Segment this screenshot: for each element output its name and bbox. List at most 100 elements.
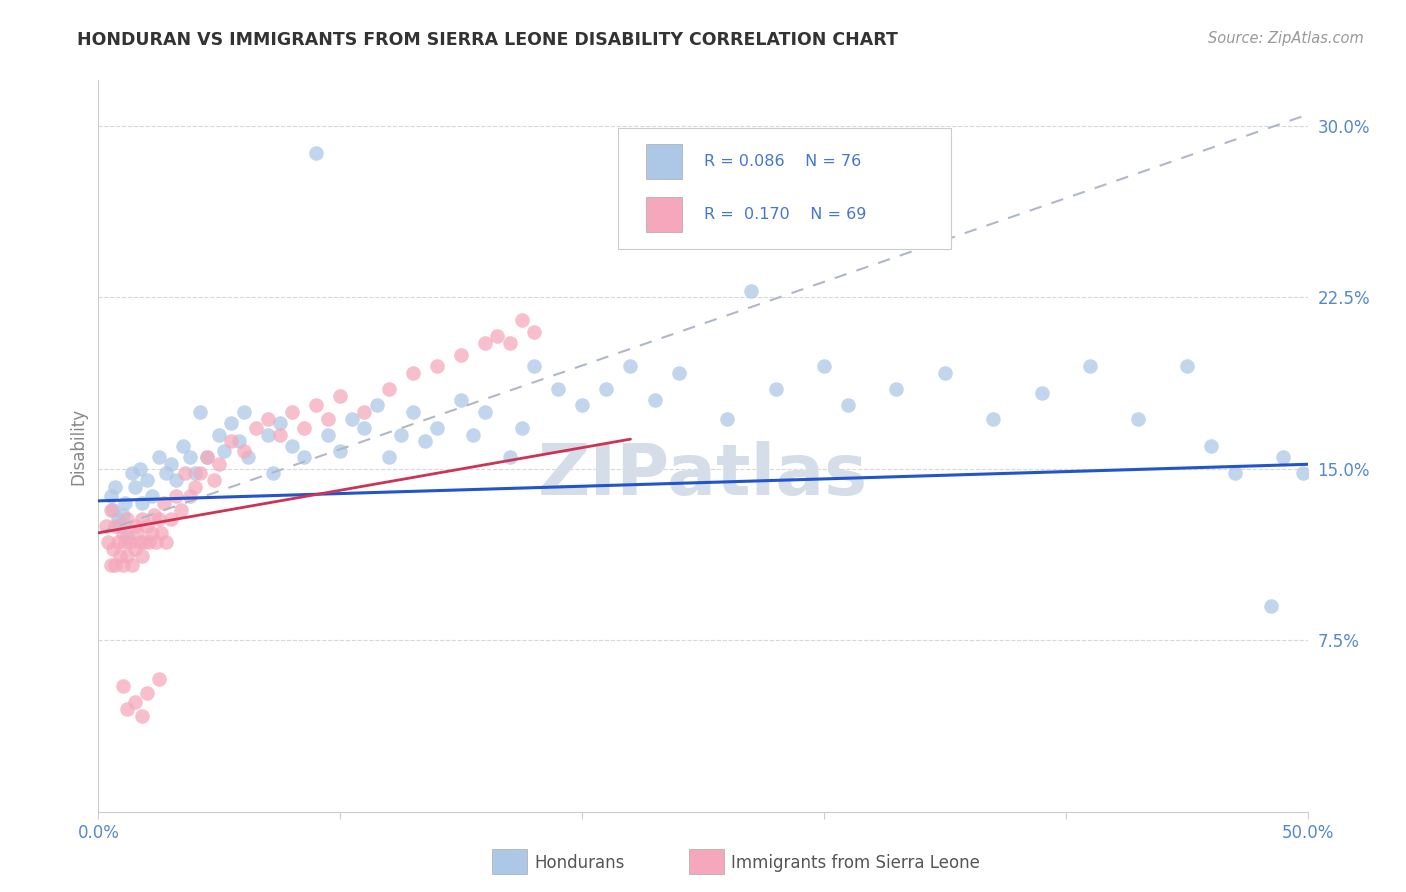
Point xyxy=(108,519,131,533)
Point xyxy=(165,473,187,487)
Point xyxy=(169,503,191,517)
Point xyxy=(510,421,533,435)
Point xyxy=(981,411,1004,425)
Point xyxy=(135,686,157,700)
Point xyxy=(221,416,243,430)
Point xyxy=(281,405,304,419)
Point xyxy=(114,535,136,549)
Point xyxy=(114,496,136,510)
Point xyxy=(212,443,235,458)
Point xyxy=(145,535,167,549)
Text: HONDURAN VS IMMIGRANTS FROM SIERRA LEONE DISABILITY CORRELATION CHART: HONDURAN VS IMMIGRANTS FROM SIERRA LEONE… xyxy=(77,31,898,49)
Point xyxy=(148,672,170,686)
Point xyxy=(152,496,174,510)
Point xyxy=(131,512,153,526)
Point xyxy=(353,405,375,419)
Point xyxy=(121,558,143,572)
Point xyxy=(131,496,153,510)
Point xyxy=(262,467,284,481)
Point xyxy=(498,450,520,465)
Point xyxy=(232,405,254,419)
Point xyxy=(256,411,278,425)
Point xyxy=(104,519,127,533)
Point xyxy=(97,535,120,549)
Point xyxy=(305,398,328,412)
Point xyxy=(389,427,412,442)
Point xyxy=(934,366,956,380)
Text: R =  0.170    N = 69: R = 0.170 N = 69 xyxy=(704,207,866,221)
Point xyxy=(292,450,315,465)
Point xyxy=(426,421,449,435)
Point xyxy=(595,382,617,396)
Point xyxy=(184,480,207,494)
Text: Source: ZipAtlas.com: Source: ZipAtlas.com xyxy=(1208,31,1364,46)
Point xyxy=(104,558,127,572)
Point xyxy=(450,347,472,362)
Point xyxy=(353,421,375,435)
Point xyxy=(117,702,139,716)
Point xyxy=(100,558,122,572)
Point xyxy=(1292,467,1315,481)
Point xyxy=(101,541,124,556)
Point xyxy=(188,405,211,419)
Point xyxy=(124,480,146,494)
Point xyxy=(474,336,496,351)
FancyBboxPatch shape xyxy=(647,196,682,232)
Point xyxy=(148,512,170,526)
Point xyxy=(256,427,278,442)
Point xyxy=(135,473,157,487)
Point xyxy=(402,366,425,380)
Point xyxy=(523,359,546,373)
Point xyxy=(121,467,143,481)
Point xyxy=(128,462,150,476)
Point xyxy=(143,508,166,522)
Point xyxy=(165,489,187,503)
Point xyxy=(172,439,194,453)
Point xyxy=(174,467,197,481)
Point xyxy=(160,512,183,526)
Y-axis label: Disability: Disability xyxy=(69,408,87,484)
Point xyxy=(316,411,339,425)
Point xyxy=(160,458,183,472)
Point xyxy=(413,434,436,449)
Point xyxy=(342,411,364,425)
Point xyxy=(111,558,134,572)
Point xyxy=(668,366,690,380)
Point xyxy=(184,467,207,481)
Point xyxy=(1078,359,1101,373)
Point xyxy=(104,480,127,494)
Point xyxy=(221,434,243,449)
Point xyxy=(281,439,304,453)
Point xyxy=(94,519,117,533)
Point xyxy=(118,535,141,549)
Point xyxy=(644,393,666,408)
Point xyxy=(134,535,156,549)
Point xyxy=(108,549,131,563)
Point xyxy=(305,146,328,161)
Point xyxy=(450,393,472,408)
Text: R = 0.086    N = 76: R = 0.086 N = 76 xyxy=(704,154,862,169)
FancyBboxPatch shape xyxy=(647,144,682,179)
Point xyxy=(269,427,291,442)
Point xyxy=(128,535,150,549)
Point xyxy=(1199,439,1222,453)
Point xyxy=(813,359,835,373)
Point xyxy=(135,519,157,533)
Point xyxy=(107,512,129,526)
Point xyxy=(523,325,546,339)
Point xyxy=(111,679,134,693)
Point xyxy=(292,421,315,435)
Point xyxy=(179,450,201,465)
Point xyxy=(1223,467,1246,481)
Point xyxy=(155,535,177,549)
Point xyxy=(141,525,163,540)
Text: Hondurans: Hondurans xyxy=(534,854,624,871)
Point xyxy=(619,359,641,373)
Point xyxy=(329,443,352,458)
Point xyxy=(188,467,211,481)
Point xyxy=(117,549,139,563)
Point xyxy=(1128,411,1150,425)
Point xyxy=(486,329,509,343)
Point xyxy=(124,695,146,709)
Point xyxy=(148,450,170,465)
